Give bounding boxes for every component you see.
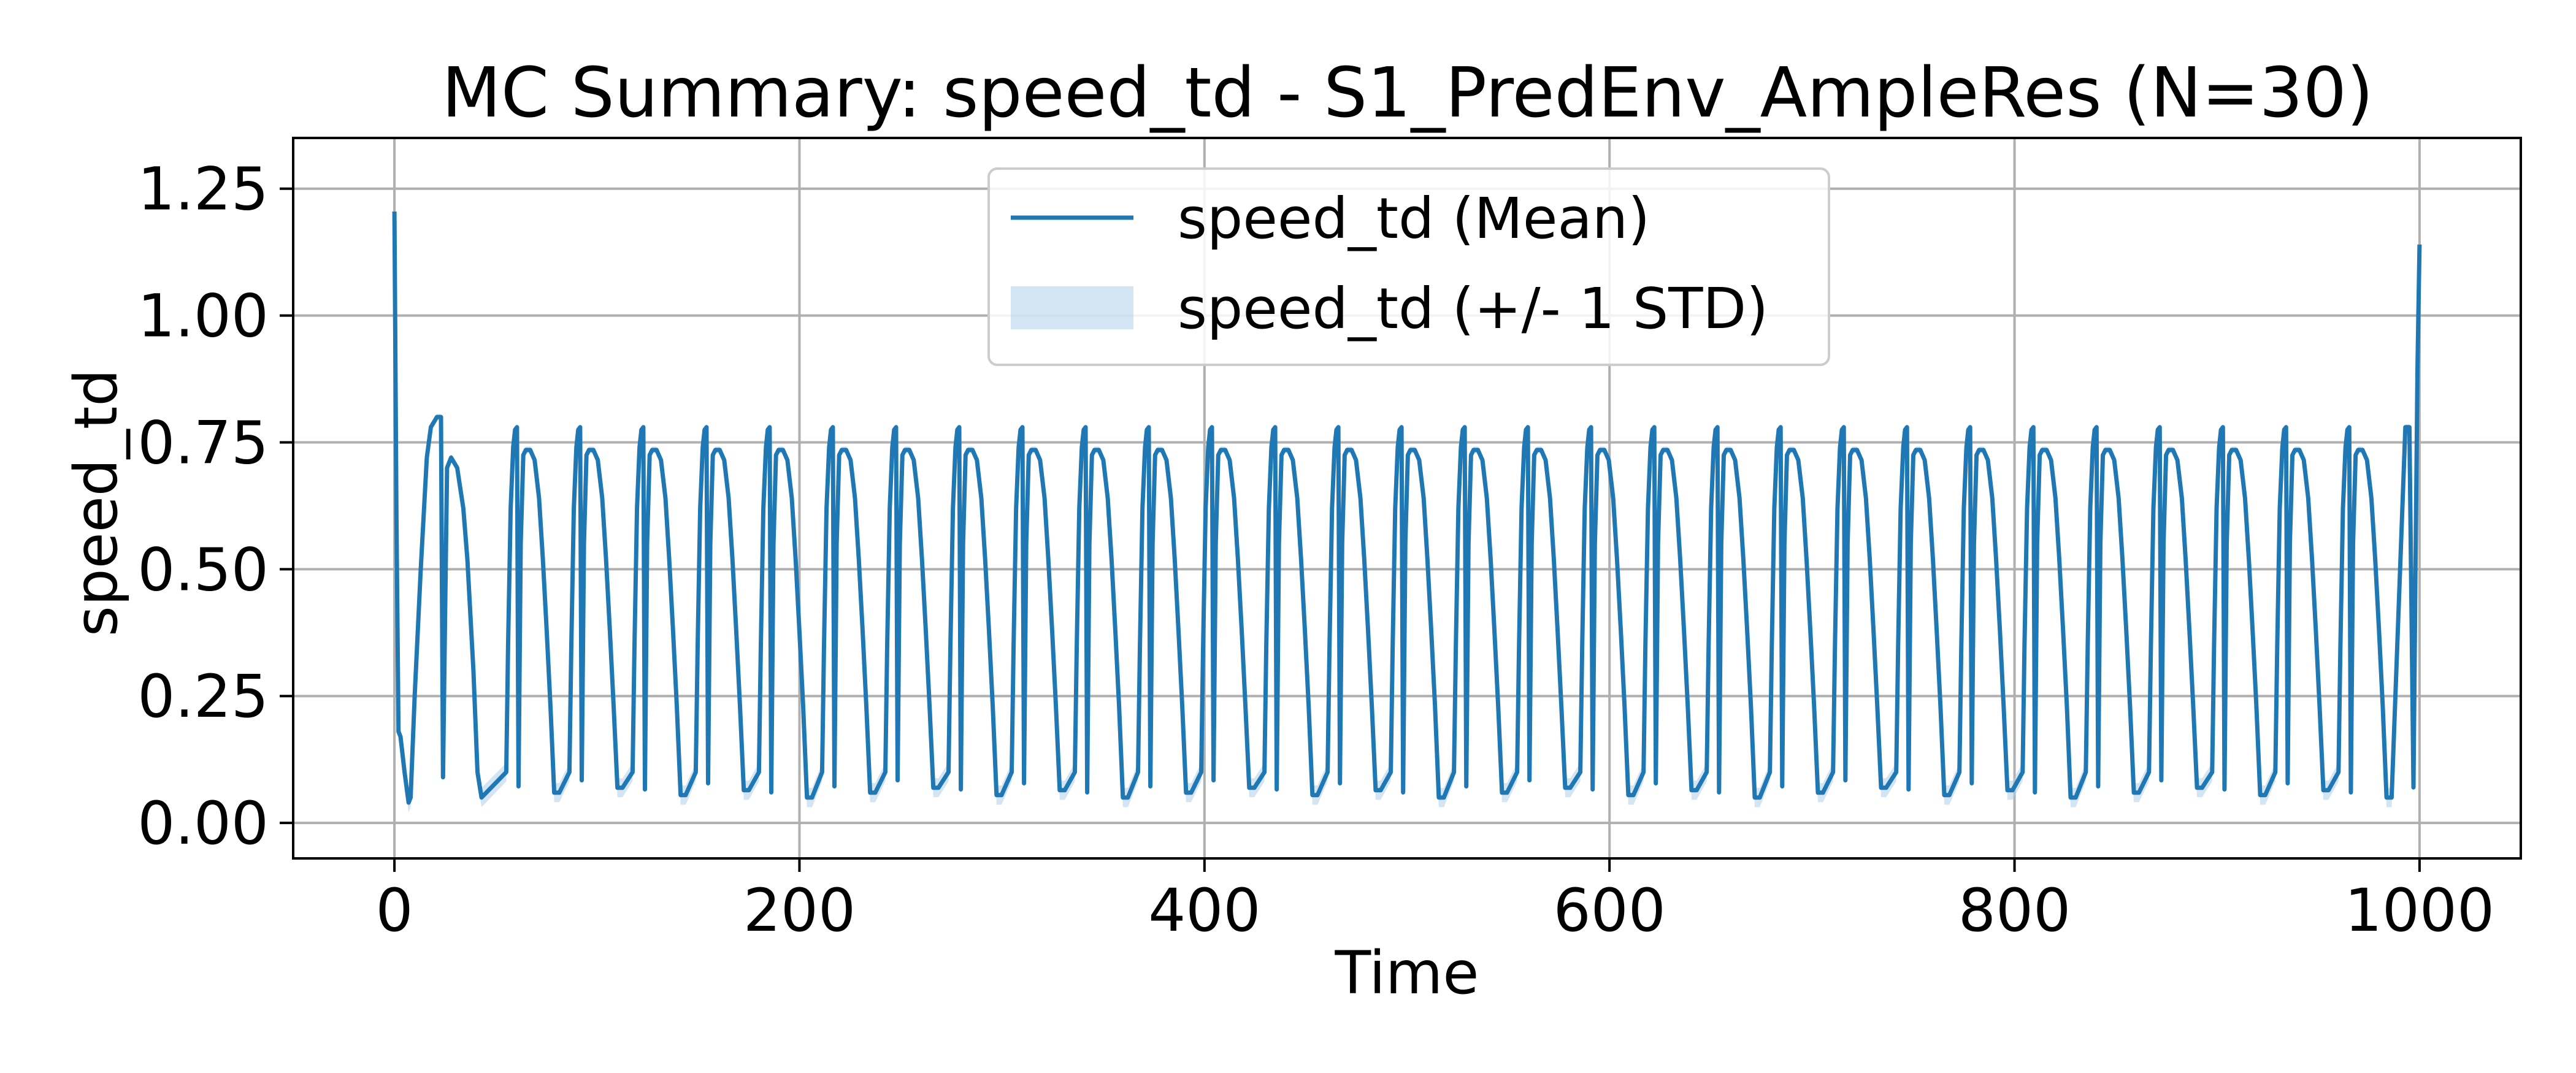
x-axis-label: Time (1335, 939, 1479, 1007)
plot-frame (292, 137, 2522, 860)
x-tick-label: 0 (376, 876, 413, 945)
y-tick-label: 0.50 (137, 535, 269, 604)
y-tick-label: 1.25 (137, 155, 269, 224)
chart-title: MC Summary: speed_td - S1_PredEnv_AmpleR… (442, 53, 2373, 133)
legend-label-band: speed_td (+/- 1 STD) (1178, 276, 1768, 342)
legend-frame (987, 167, 1830, 366)
y-tick-label: 0.00 (137, 789, 269, 858)
legend: speed_td (Mean) speed_td (+/- 1 STD) (987, 167, 1830, 366)
y-tick-label: 1.00 (137, 282, 269, 351)
x-tick-label: 600 (1554, 876, 1666, 945)
y-tick-label: 0.25 (137, 662, 269, 731)
mean-line (392, 211, 2422, 805)
legend-label-mean: speed_td (Mean) (1178, 186, 1650, 251)
x-tick-label: 800 (1958, 876, 2071, 945)
x-axis-ticks: 0 200 400 600 800 1000 (376, 858, 2494, 945)
x-tick-label: 1000 (2345, 876, 2494, 945)
y-axis-label: speed_td (62, 369, 131, 637)
x-tick-label: 200 (743, 876, 856, 945)
y-axis-ticks: 0.00 0.25 0.50 0.75 1.00 1.25 (137, 155, 293, 858)
y-tick-label: 0.75 (137, 408, 269, 477)
mean-series-line (392, 211, 2422, 805)
x-tick-label: 400 (1148, 876, 1260, 945)
legend-swatch-band (1011, 286, 1133, 329)
